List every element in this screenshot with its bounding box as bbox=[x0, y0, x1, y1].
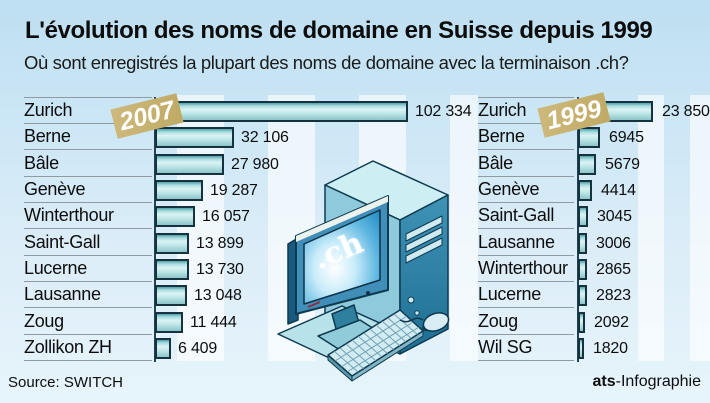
category-label: Zoug bbox=[24, 311, 64, 331]
agency-credit-bold: ats bbox=[592, 373, 616, 390]
category-label: Genève bbox=[478, 179, 540, 199]
category-label: Bâle bbox=[24, 153, 59, 173]
category-label: Winterthour bbox=[24, 205, 114, 225]
row-separator bbox=[24, 149, 152, 150]
bar bbox=[578, 259, 587, 280]
background-stripe bbox=[638, 95, 664, 361]
value-label: 2823 bbox=[596, 287, 631, 304]
row-separator bbox=[24, 123, 152, 124]
category-label: Bâle bbox=[478, 153, 513, 173]
bar bbox=[155, 285, 187, 306]
source-credit: Source: SWITCH bbox=[8, 374, 124, 391]
bar bbox=[578, 312, 585, 333]
bar bbox=[578, 154, 596, 175]
row-separator bbox=[24, 281, 152, 282]
value-label: 1820 bbox=[593, 340, 628, 357]
row-separator bbox=[478, 255, 574, 256]
category-label: Zollikon ZH bbox=[24, 337, 112, 357]
row-separator bbox=[478, 228, 574, 229]
category-label: Lucerne bbox=[478, 284, 541, 304]
row-separator bbox=[478, 360, 574, 361]
row-separator bbox=[24, 360, 152, 361]
computer-illustration: .ch .ch bbox=[277, 160, 450, 382]
row-separator bbox=[24, 202, 152, 203]
agency-credit: ats-Infographie bbox=[592, 373, 701, 391]
category-label: Saint-Gall bbox=[24, 232, 101, 252]
bar bbox=[578, 285, 587, 306]
bar bbox=[578, 206, 588, 227]
value-label: 13 048 bbox=[194, 287, 242, 304]
category-label: Berne bbox=[24, 126, 71, 146]
row-separator bbox=[478, 97, 574, 98]
value-label: 102 334 bbox=[415, 103, 472, 120]
category-label: Wil SG bbox=[478, 337, 533, 357]
row-separator bbox=[478, 307, 574, 308]
bar bbox=[578, 233, 587, 254]
row-separator bbox=[478, 281, 574, 282]
value-label: 27 980 bbox=[231, 156, 279, 173]
axis-line bbox=[154, 97, 156, 362]
mouse bbox=[399, 312, 450, 332]
row-separator bbox=[478, 202, 574, 203]
row-separator bbox=[24, 176, 152, 177]
value-label: 13 730 bbox=[196, 261, 244, 278]
value-label: 6945 bbox=[609, 129, 644, 146]
value-label: 3006 bbox=[596, 235, 631, 252]
bar bbox=[155, 180, 203, 201]
value-label: 32 106 bbox=[241, 129, 289, 146]
category-label: Lucerne bbox=[24, 258, 87, 278]
page-title: L'évolution des noms de domaine en Suiss… bbox=[25, 17, 653, 44]
value-label: 4414 bbox=[601, 182, 636, 199]
category-label: Zoug bbox=[478, 311, 518, 331]
category-label: Saint-Gall bbox=[478, 205, 555, 225]
monitor-screen bbox=[303, 209, 381, 305]
bar bbox=[155, 338, 171, 359]
background-stripe bbox=[450, 95, 478, 361]
value-label: 3045 bbox=[597, 208, 632, 225]
page-subtitle: Où sont enregistrés la plupart des noms … bbox=[24, 52, 629, 73]
keyboard bbox=[327, 309, 424, 382]
row-separator bbox=[478, 334, 574, 335]
bar bbox=[155, 206, 195, 227]
row-separator bbox=[24, 255, 152, 256]
row-separator bbox=[478, 176, 574, 177]
value-label: 19 287 bbox=[210, 182, 258, 199]
category-label: Genève bbox=[24, 179, 86, 199]
row-separator bbox=[478, 123, 574, 124]
value-label: 23 850 bbox=[662, 103, 710, 120]
value-label: 11 444 bbox=[190, 314, 237, 331]
agency-credit-rest: -Infographie bbox=[615, 373, 701, 390]
row-separator bbox=[24, 228, 152, 229]
value-label: 16 057 bbox=[202, 208, 250, 225]
category-label: Lausanne bbox=[478, 232, 555, 252]
category-label: Zurich bbox=[24, 100, 73, 120]
bar bbox=[155, 233, 189, 254]
category-label: Winterthour bbox=[478, 258, 568, 278]
row-separator bbox=[24, 334, 152, 335]
value-label: 2865 bbox=[596, 261, 631, 278]
bar bbox=[155, 312, 183, 333]
bar bbox=[578, 338, 584, 359]
row-separator bbox=[24, 97, 152, 98]
bar bbox=[578, 127, 600, 148]
value-label: 6 409 bbox=[178, 340, 218, 357]
category-label: Lausanne bbox=[24, 284, 101, 304]
background-stripe bbox=[690, 95, 710, 361]
value-label: 2092 bbox=[594, 314, 629, 331]
bar bbox=[155, 259, 189, 280]
value-label: 13 899 bbox=[196, 235, 244, 252]
category-label: Berne bbox=[478, 126, 525, 146]
category-label: Zurich bbox=[478, 100, 527, 120]
bar bbox=[578, 180, 592, 201]
bar bbox=[155, 154, 224, 175]
row-separator bbox=[478, 149, 574, 150]
monitor: .ch .ch bbox=[287, 195, 389, 351]
axis-line bbox=[577, 97, 579, 362]
value-label: 5679 bbox=[605, 156, 640, 173]
row-separator bbox=[24, 307, 152, 308]
bar bbox=[155, 127, 234, 148]
